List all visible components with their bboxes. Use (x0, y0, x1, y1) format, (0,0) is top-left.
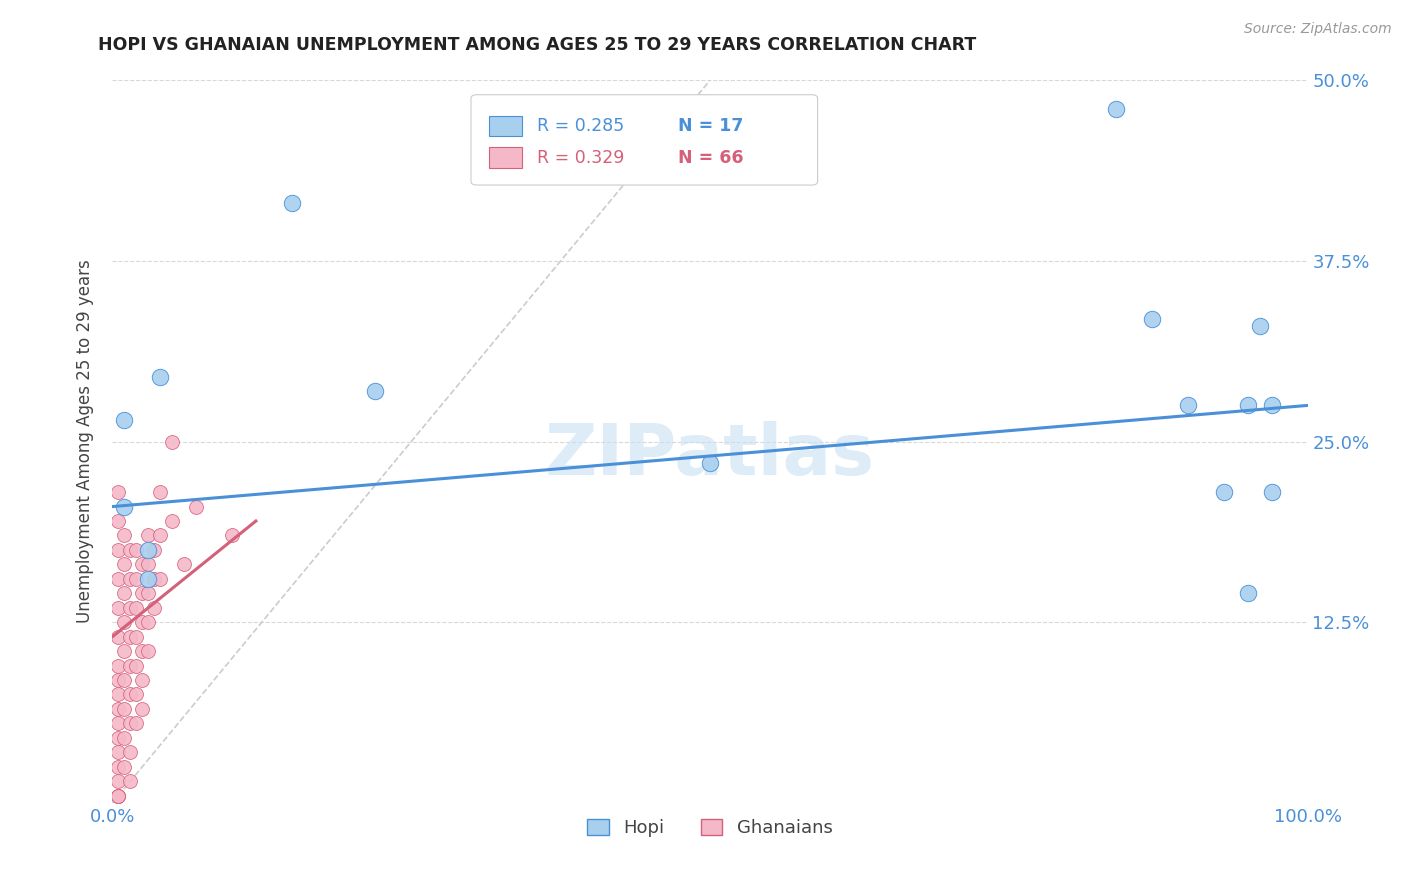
Text: Source: ZipAtlas.com: Source: ZipAtlas.com (1244, 22, 1392, 37)
Point (131, 615, 153, 630)
Point (186, 500, 208, 514)
Point (120, 745, 142, 759)
Point (1105, 102, 1128, 116)
Point (149, 528, 172, 542)
Point (138, 644, 160, 658)
Point (107, 745, 129, 759)
Point (120, 542, 142, 557)
Point (149, 369, 172, 384)
Point (120, 658, 142, 673)
Point (699, 456, 721, 470)
Point (138, 528, 160, 542)
Point (1261, 485, 1284, 500)
Point (107, 716, 129, 731)
Point (162, 514, 183, 528)
FancyBboxPatch shape (471, 95, 818, 185)
Point (125, 716, 148, 731)
Point (131, 586, 153, 600)
Point (114, 500, 135, 514)
Point (107, 789, 129, 803)
Point (143, 542, 166, 557)
Point (114, 731, 135, 745)
Point (125, 600, 148, 615)
Point (107, 789, 129, 803)
Point (125, 630, 148, 644)
Point (107, 630, 129, 644)
Point (131, 702, 153, 716)
Legend: Hopi, Ghanaians: Hopi, Ghanaians (581, 812, 839, 845)
Point (1177, 398, 1199, 412)
Text: N = 17: N = 17 (678, 117, 744, 135)
Point (107, 789, 129, 803)
Point (114, 615, 135, 630)
Point (107, 774, 129, 789)
Point (281, 196, 304, 211)
Point (120, 572, 142, 586)
Point (107, 687, 129, 701)
Point (107, 673, 129, 687)
Point (1213, 485, 1236, 500)
Point (1261, 398, 1284, 412)
Point (1142, 311, 1164, 326)
Point (221, 528, 243, 542)
Point (125, 542, 148, 557)
Point (107, 542, 129, 557)
Point (114, 760, 135, 774)
Point (107, 572, 129, 586)
Y-axis label: Unemployment Among Ages 25 to 29 years: Unemployment Among Ages 25 to 29 years (76, 260, 94, 624)
Point (138, 615, 160, 630)
Point (125, 687, 148, 701)
Point (125, 658, 148, 673)
Point (120, 600, 142, 615)
Point (114, 673, 135, 687)
Point (364, 384, 387, 398)
FancyBboxPatch shape (489, 116, 523, 136)
Text: R = 0.285: R = 0.285 (537, 117, 624, 135)
Point (120, 687, 142, 701)
Point (173, 558, 195, 572)
Point (138, 558, 160, 572)
Point (107, 600, 129, 615)
Point (107, 658, 129, 673)
Point (107, 514, 129, 528)
Point (114, 586, 135, 600)
Point (131, 558, 153, 572)
Point (114, 413, 135, 427)
Point (114, 644, 135, 658)
Point (162, 434, 183, 449)
Point (1237, 398, 1260, 412)
Point (143, 600, 166, 615)
Point (125, 572, 148, 586)
Point (143, 572, 166, 586)
Point (107, 702, 129, 716)
Point (120, 630, 142, 644)
Point (120, 716, 142, 731)
Point (149, 485, 172, 500)
Point (107, 789, 129, 803)
Point (114, 702, 135, 716)
Point (107, 760, 129, 774)
Point (107, 731, 129, 745)
Point (114, 558, 135, 572)
Point (1249, 318, 1271, 333)
FancyBboxPatch shape (489, 147, 523, 168)
Point (131, 673, 153, 687)
Text: HOPI VS GHANAIAN UNEMPLOYMENT AMONG AGES 25 TO 29 YEARS CORRELATION CHART: HOPI VS GHANAIAN UNEMPLOYMENT AMONG AGES… (98, 36, 977, 54)
Point (107, 485, 129, 500)
Point (138, 586, 160, 600)
Point (120, 774, 142, 789)
Text: R = 0.329: R = 0.329 (537, 149, 624, 167)
Point (1237, 586, 1260, 600)
Text: ZIPatlas: ZIPatlas (546, 422, 875, 491)
Point (149, 572, 172, 586)
Point (114, 528, 135, 542)
Text: N = 66: N = 66 (678, 149, 744, 167)
Point (138, 542, 160, 557)
Point (138, 572, 160, 586)
Point (131, 644, 153, 658)
